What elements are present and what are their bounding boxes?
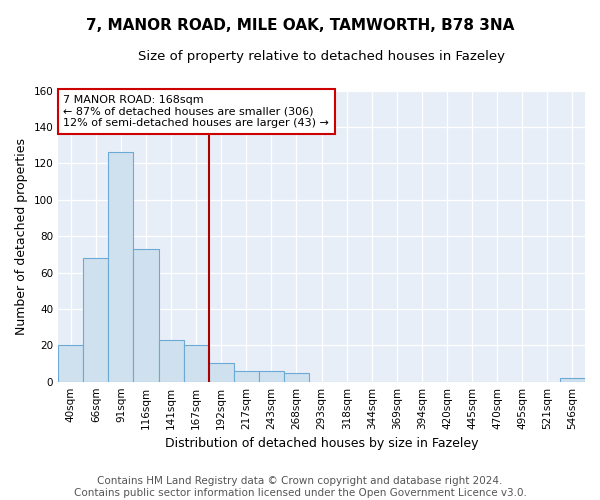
X-axis label: Distribution of detached houses by size in Fazeley: Distribution of detached houses by size … — [165, 437, 478, 450]
Text: Contains HM Land Registry data © Crown copyright and database right 2024.
Contai: Contains HM Land Registry data © Crown c… — [74, 476, 526, 498]
Title: Size of property relative to detached houses in Fazeley: Size of property relative to detached ho… — [138, 50, 505, 63]
Bar — [83, 258, 109, 382]
Bar — [133, 249, 158, 382]
Bar — [259, 371, 284, 382]
Text: 7 MANOR ROAD: 168sqm
← 87% of detached houses are smaller (306)
12% of semi-deta: 7 MANOR ROAD: 168sqm ← 87% of detached h… — [64, 95, 329, 128]
Bar — [109, 152, 133, 382]
Text: 7, MANOR ROAD, MILE OAK, TAMWORTH, B78 3NA: 7, MANOR ROAD, MILE OAK, TAMWORTH, B78 3… — [86, 18, 514, 32]
Bar — [184, 346, 209, 382]
Y-axis label: Number of detached properties: Number of detached properties — [15, 138, 28, 334]
Bar — [234, 371, 259, 382]
Bar — [284, 372, 309, 382]
Bar — [158, 340, 184, 382]
Bar — [209, 364, 234, 382]
Bar — [58, 346, 83, 382]
Bar — [560, 378, 585, 382]
